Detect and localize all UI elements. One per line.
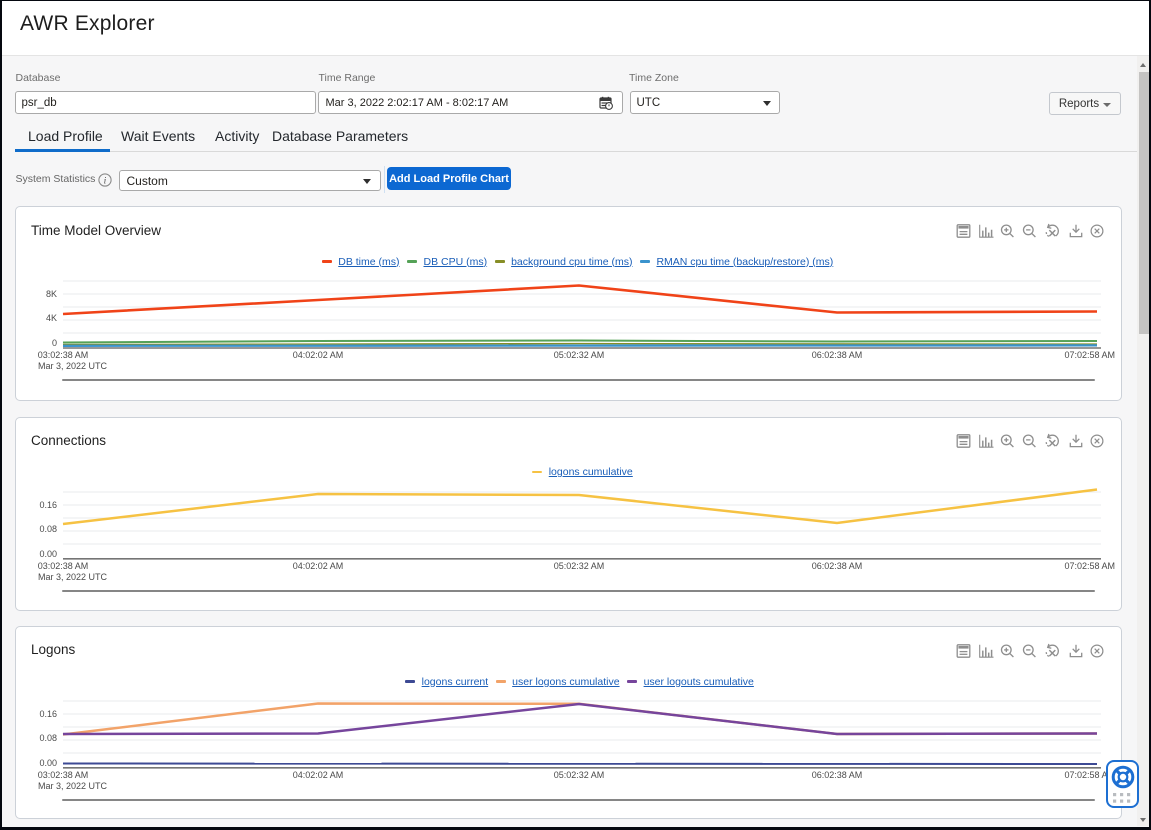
svg-text:i: i (103, 176, 106, 186)
